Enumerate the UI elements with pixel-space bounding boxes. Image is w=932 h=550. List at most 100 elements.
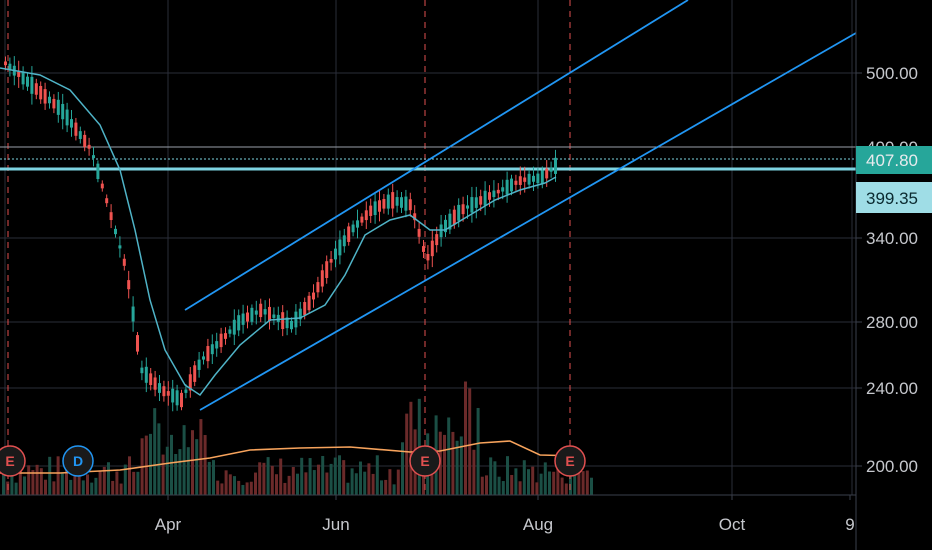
volume-bar (514, 468, 518, 495)
candle-body (400, 197, 403, 208)
candle-body (140, 367, 144, 374)
candle-body (127, 280, 131, 290)
earnings-marker-circle (554, 445, 586, 477)
candle-body (545, 168, 549, 179)
volume-bar (346, 482, 350, 495)
volume-bar (56, 456, 60, 495)
dividend-marker-circle (62, 445, 94, 477)
candle-body (65, 109, 69, 126)
volume-bar (510, 474, 514, 495)
candle-body (325, 261, 329, 278)
candle-body (505, 179, 509, 195)
candle-body (206, 346, 210, 362)
volume-bar (60, 472, 64, 495)
candle-body (228, 329, 232, 334)
volume-bar (556, 458, 560, 495)
candle-body (461, 204, 465, 215)
time-axis[interactable]: Apr Jun Aug Oct 9 (0, 494, 856, 534)
candle-body (334, 248, 337, 260)
earnings-marker-label: E (420, 453, 429, 469)
candle-body (8, 63, 12, 71)
volume-bar (527, 469, 530, 495)
moving-average (0, 67, 557, 397)
candle-body (527, 173, 531, 185)
last-price-label: 407.80 (866, 151, 918, 170)
earnings-marker-circle (409, 445, 441, 477)
price-axis[interactable]: 500.00340.00280.00240.00200.00400.00407.… (855, 0, 932, 550)
candle-body (171, 388, 175, 403)
volume-bar (98, 470, 102, 495)
volume-bar (396, 469, 400, 495)
candle-body (470, 197, 474, 213)
volume-bar (35, 464, 39, 495)
candle-body (215, 341, 219, 349)
level-badge (856, 182, 932, 213)
candle-body (254, 310, 258, 315)
volume-bar (329, 463, 333, 495)
candle-body (184, 389, 188, 393)
volume-bar (123, 464, 127, 495)
volume-bar (535, 482, 539, 495)
candle-body (417, 228, 421, 237)
volume-bar (132, 471, 136, 495)
candlesticks (4, 56, 557, 412)
volume-bar (312, 470, 316, 495)
volume-bar (371, 473, 375, 495)
volume-bar (459, 436, 463, 495)
candle-body (144, 366, 148, 383)
volume-bar (468, 388, 472, 495)
volume-bar (165, 446, 169, 495)
volume-bar (102, 466, 106, 495)
volume-bar (359, 461, 362, 495)
volume-bar (86, 474, 89, 495)
volume-bar (262, 462, 266, 495)
volume-bar (233, 476, 236, 495)
horizontal-levels[interactable] (0, 146, 856, 171)
volume-bar (443, 434, 446, 495)
candle-body (232, 319, 236, 335)
price-tick-label: 200.00 (866, 457, 918, 476)
volume-bar (149, 433, 152, 495)
candle-body (514, 180, 518, 185)
volume-bar (224, 470, 228, 495)
volume-bar (275, 474, 278, 495)
candle-body (510, 178, 513, 192)
candle-body (320, 270, 324, 287)
candle-body (92, 155, 95, 159)
volume-bar (384, 479, 388, 495)
candle-body (52, 98, 56, 109)
candle-body (285, 317, 289, 329)
candle-body (369, 205, 373, 216)
time-tick-label: Oct (719, 515, 746, 534)
volume-bar (480, 476, 484, 495)
candle-body (408, 199, 412, 211)
volume-bar (518, 481, 522, 495)
volume-bar (69, 479, 73, 495)
volume-bar (111, 480, 115, 495)
volume-bar (296, 473, 299, 495)
volume-bar (560, 477, 564, 495)
candle-body (378, 200, 381, 212)
candle-body (488, 192, 491, 200)
volume-bar (409, 401, 413, 495)
volume-bar (157, 423, 161, 495)
candle-body (448, 213, 452, 230)
volume-bar (585, 470, 589, 495)
candle-body (540, 170, 544, 185)
candle-body (39, 85, 43, 100)
volume-bar (380, 480, 383, 495)
time-tick-label: 9 (845, 515, 854, 534)
volume-bar (283, 482, 287, 495)
candle-body (74, 122, 78, 136)
volume-bar (497, 476, 501, 495)
volume-bar (401, 442, 404, 495)
volume-bar (18, 467, 22, 495)
volume-bar (144, 435, 148, 495)
volume-bar (270, 465, 274, 495)
time-tick-label: Apr (155, 515, 182, 534)
volume-bar (367, 463, 371, 495)
trend-channel-lines[interactable] (184, 0, 857, 411)
